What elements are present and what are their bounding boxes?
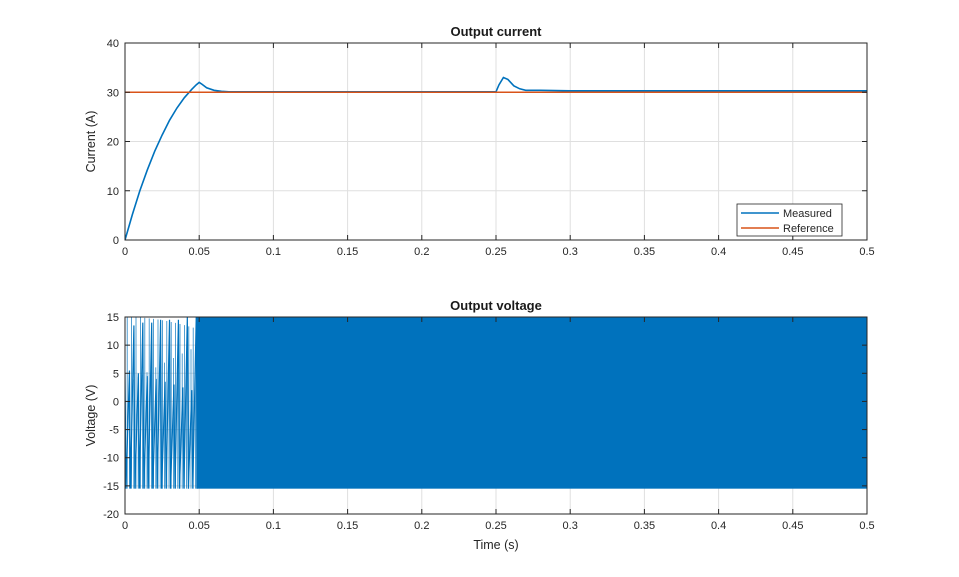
x-tick-label: 0.05 [188,520,209,532]
x-tick-label: 0.1 [266,520,281,532]
x-tick-label: 0.4 [711,246,726,258]
x-tick-label: 0.45 [782,520,803,532]
x-tick-label: 0.4 [711,520,726,532]
y-tick-label: 5 [113,368,119,380]
x-tick-label: 0.35 [634,520,655,532]
voltage-chart: 0 0.05 0.1 0.15 0.2 0.25 0.3 0.35 0.4 0.45 0.5 -20 -… [84,298,875,552]
x-tick-label: 0.2 [414,246,429,258]
y-tick-label: 10 [107,340,119,352]
legend-label-reference: Reference [783,223,834,235]
y-tick-label: 10 [107,186,119,198]
series-group [125,317,867,489]
x-axis-label: Time (s) [473,538,518,552]
legend-box [736,203,843,237]
y-tick-label: 30 [107,87,119,99]
legend: Measured Reference [736,203,843,237]
x-tick-label: 0.2 [414,520,429,532]
x-tick-label: 0.25 [485,246,506,258]
series-group [125,76,867,240]
y-tick-label: -15 [103,481,119,493]
voltage-startup-trace [125,317,198,489]
x-tick-label: 0.45 [782,246,803,258]
current-chart: 0 0.05 0.1 0.15 0.2 0.25 0.3 0.35 0.4 0.45 0.5 0 10 2… [84,24,875,258]
y-tick-label: 0 [113,396,119,408]
voltage-switching-band [196,317,867,489]
y-tick-label: 0 [113,235,119,247]
y-tick-label: 15 [107,312,119,324]
x-tick-label: 0.15 [337,246,358,258]
x-tick-label: 0.35 [634,246,655,258]
x-tick-label: 0.5 [859,246,874,258]
y-tick-label: 20 [107,137,119,149]
x-tick-label: 0 [122,246,128,258]
chart-title: Output voltage [450,298,542,313]
y-axis-label: Current (A) [84,111,98,173]
x-tick-label: 0.3 [563,520,578,532]
x-tick-label: 0.5 [859,520,874,532]
y-tick-label: -20 [103,509,119,521]
x-tick-label: 0.05 [188,246,209,258]
y-tick-label: 40 [107,38,119,50]
legend-label-measured: Measured [783,208,832,220]
x-tick-label: 0.3 [563,246,578,258]
voltage-startup-lines [125,317,196,489]
y-axis-label: Voltage (V) [84,385,98,447]
y-tick-label: -5 [109,425,119,437]
x-tick-label: 0.1 [266,246,281,258]
chart-title: Output current [451,24,543,39]
y-tick-label: -10 [103,453,119,465]
x-tick-label: 0.25 [485,520,506,532]
x-tick-label: 0.15 [337,520,358,532]
x-tick-label: 0 [122,520,128,532]
